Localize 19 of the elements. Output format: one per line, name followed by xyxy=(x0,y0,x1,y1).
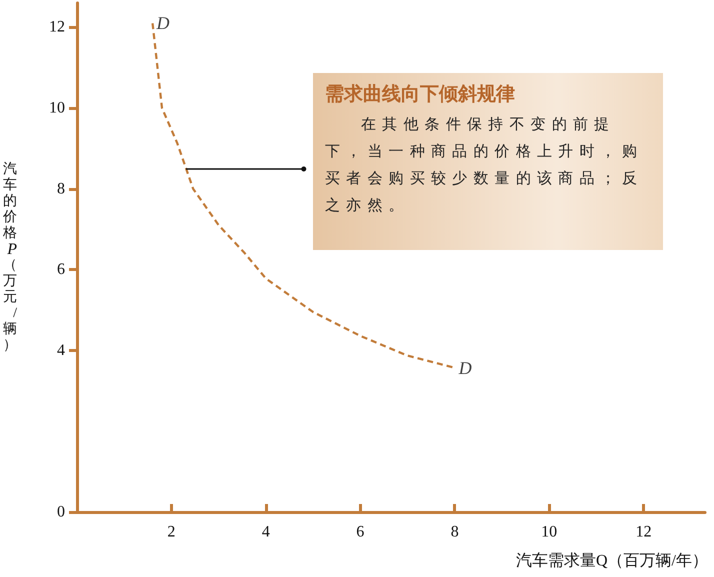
note-card: 需求曲线向下倾斜规律 在其他条件保持不变的前提下，当一种商品的价格上升时，购买者会购买较少数量的该商品；反之亦然。 xyxy=(313,73,663,250)
x-tick-label: 8 xyxy=(450,524,459,540)
y-tick-label: 0 xyxy=(57,504,65,520)
x-tick-label: 4 xyxy=(262,524,270,540)
x-tick-label: 6 xyxy=(356,524,364,540)
x-axis-title: 汽车需求量Q（百万辆/年） xyxy=(516,552,708,570)
annotation: D xyxy=(156,13,170,34)
annotation: 需求曲线向下倾斜规律 xyxy=(325,82,516,107)
y-tick-label: 4 xyxy=(57,342,65,359)
x-tick-label: 2 xyxy=(167,524,176,540)
x-tick-label: 12 xyxy=(636,524,652,540)
annotation: 在其他条件保持不变的前提下，当一种商品的价格上升时，购买者会购买较少数量的该商品；反之亦然。 xyxy=(325,114,644,216)
annotation: D xyxy=(458,358,472,378)
y-tick-label: 8 xyxy=(57,180,65,198)
y-tick-label: 6 xyxy=(57,261,65,278)
text: 汽车的价格P（万元/辆） xyxy=(3,162,17,353)
y-tick-label: 10 xyxy=(49,100,65,117)
x-tick-label: 10 xyxy=(541,524,558,540)
y-tick-label: 12 xyxy=(49,18,65,36)
